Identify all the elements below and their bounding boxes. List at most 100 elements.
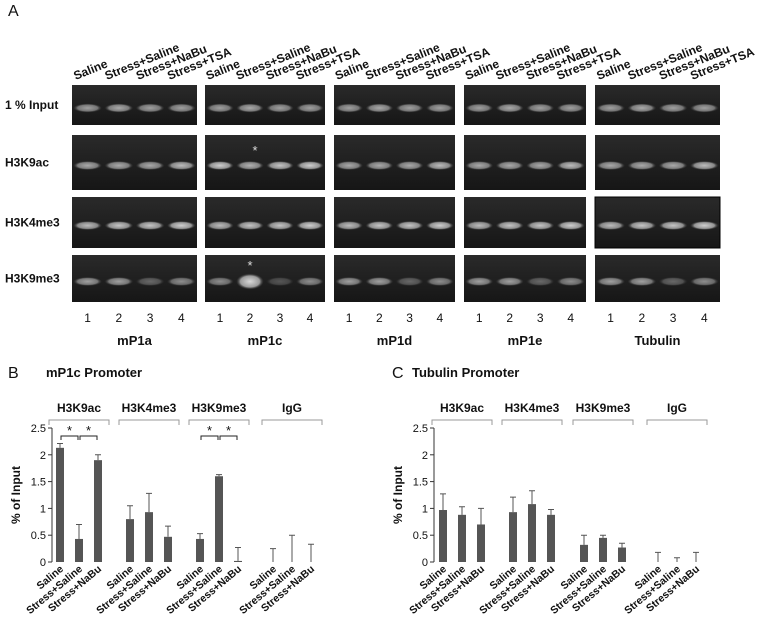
gel-band [690,161,719,170]
gel-band [236,161,264,170]
lane-number: 3 [537,311,544,325]
bar [458,514,466,562]
gel-band [658,103,688,113]
group-label: H3K9me3 [192,401,247,415]
lane-number: 4 [437,311,444,325]
error-bar [529,490,535,505]
lane-number: 4 [701,311,708,325]
gel-band [266,103,294,113]
significance-star: * [207,423,212,438]
gel-band [296,277,324,286]
gel-band [627,103,657,113]
gel-band [395,221,424,230]
gel-band [206,221,234,230]
group-label: IgG [282,401,302,415]
error-bar [308,543,314,562]
gel-band [365,277,394,286]
chart-title: mP1c Promoter [46,365,142,380]
gel-band [658,277,688,286]
gel-band [206,161,234,170]
gel-band [627,277,657,286]
gel-band [526,277,555,286]
y-tick-label: 2 [40,450,46,462]
gel-band [495,161,524,170]
lane-number: 1 [217,311,224,325]
significance-star: * [86,423,91,438]
gel-band [690,103,719,113]
gel-band [73,161,102,170]
gene-label: mP1e [508,333,543,348]
error-bar [440,493,446,511]
lane-number: 2 [376,311,383,325]
y-tick-label: 0 [422,557,428,569]
gel-band [395,103,424,113]
error-bar [165,525,171,537]
gel-band [465,277,494,286]
gel-band [465,103,494,113]
y-tick-label: 2 [422,450,428,462]
lane-number: 2 [116,311,123,325]
gel-band [104,221,134,230]
gel-band [296,103,324,113]
bar [528,504,536,562]
gel-band [104,161,134,170]
lane-number: 1 [84,311,91,325]
gel-band [73,221,102,230]
lane-number: 3 [670,311,677,325]
gel-band [658,221,688,230]
gel-band [425,277,454,286]
gel-band [365,161,394,170]
panel-letter: C [392,365,404,382]
bar [56,447,64,562]
error-bar [57,443,63,448]
gel-band [627,221,657,230]
gel-band [365,103,394,113]
y-tick-label: 2.5 [31,423,46,435]
group-label: H3K9ac [57,401,101,415]
lane-number: 2 [639,311,646,325]
gel-band [556,221,585,230]
bar [145,512,153,562]
y-tick-label: 1 [40,503,46,515]
gel-band [495,221,524,230]
bar [215,476,223,562]
gel-band [526,161,555,170]
row-label: H3K4me3 [5,216,60,230]
gene-label: mP1d [377,333,412,348]
bar [94,460,102,562]
gel-band [104,103,134,113]
gel-band [167,221,196,230]
group-bracket [48,419,110,425]
gel-band [365,221,394,230]
asterisk: * [252,143,257,158]
y-tick-label: 2.5 [413,423,428,435]
lane-number: 3 [277,311,284,325]
bar [164,536,172,562]
y-axis-label: % of Input [391,466,405,524]
gel-band [596,161,625,170]
significance-star: * [67,423,72,438]
lane-number: 2 [247,311,254,325]
significance-bracket [200,435,219,440]
asterisk: * [247,258,252,273]
error-bar [581,534,587,545]
bar [580,544,588,562]
error-bar [619,542,625,548]
gel-band [135,161,165,170]
y-tick-label: 1 [422,503,428,515]
gel-band [495,103,524,113]
lane-number: 3 [147,311,154,325]
gel-band [425,103,454,113]
bar [126,519,134,562]
gel-band [335,221,364,230]
error-bar [235,547,241,561]
row-label: H3K9ac [5,156,49,170]
y-tick-label: 0.5 [31,530,46,542]
gel-band [206,277,234,286]
gel-band [296,161,324,170]
group-bracket [501,419,563,425]
error-bar [289,534,295,562]
gel-band [266,161,294,170]
group-bracket [431,419,493,425]
gel-band [556,277,585,286]
